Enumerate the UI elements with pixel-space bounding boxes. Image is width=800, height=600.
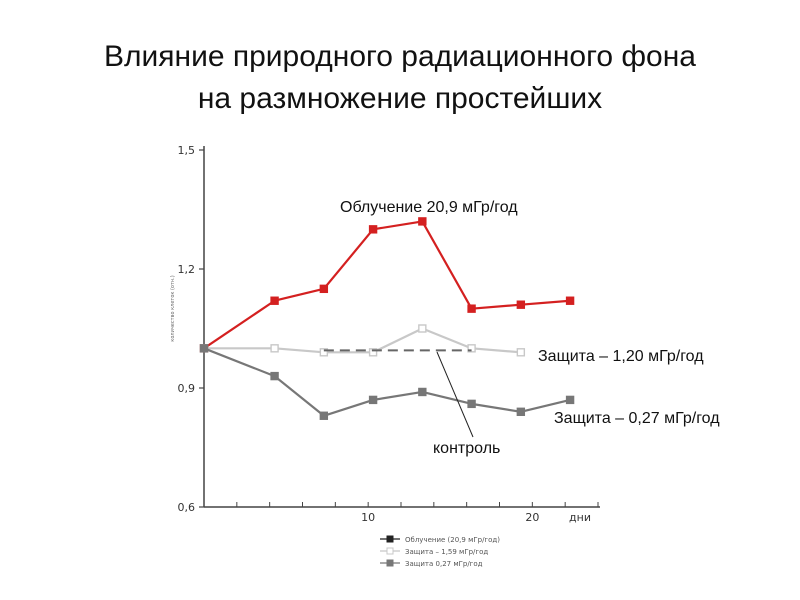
y-tick-label: 0,9 <box>178 382 196 395</box>
data-point <box>418 324 427 333</box>
y-tick-label: 1,5 <box>178 144 196 157</box>
data-point <box>270 296 279 305</box>
data-point <box>467 344 476 353</box>
legend-label: Защита 0,27 мГр/год <box>405 560 483 568</box>
data-point <box>516 348 526 357</box>
data-point <box>368 395 378 405</box>
chart-axes: 1,5 1,2 0,9 0,6 10 20 дни количество клеток (от… <box>170 144 600 524</box>
data-point <box>516 407 526 416</box>
data-point <box>319 348 329 357</box>
legend-label: Облучение (20,9 мГр/год) <box>405 536 500 544</box>
chart-annotations: Облучение 20,9 мГр/год Защита – 1,20 мГр/… <box>340 199 720 457</box>
annotation-pointer <box>436 351 474 438</box>
annotation-label: Защита – 0,27 мГр/год <box>554 410 720 427</box>
legend-swatch-marker <box>386 559 394 567</box>
chart-series <box>199 217 575 420</box>
slide-title-line-2: на размножение простейших <box>197 82 603 115</box>
data-point <box>368 348 378 357</box>
slide-title: Влияние природного радиационного фона на… <box>0 36 800 120</box>
x-unit-label: дни <box>569 511 591 524</box>
data-point <box>418 217 427 226</box>
data-point <box>418 387 427 397</box>
annotation-label: контроль <box>433 440 500 457</box>
chart-legend: Облучение (20,9 мГр/год) Защита – 1,59 мГ… <box>380 535 500 568</box>
legend-swatch-marker <box>386 547 394 555</box>
data-point <box>565 296 575 305</box>
y-axis-label: количество клеток (отн.) <box>170 275 176 341</box>
series-line-0 <box>203 220 571 350</box>
data-point <box>199 344 209 353</box>
x-tick-label: 10 <box>361 511 375 524</box>
x-tick-label: 20 <box>525 511 539 524</box>
y-tick-label: 0,6 <box>178 501 196 514</box>
annotation-label: Облучение 20,9 мГр/год <box>340 199 518 216</box>
data-point <box>319 284 329 294</box>
data-point <box>270 371 279 381</box>
legend-swatch-marker <box>386 535 394 543</box>
y-tick-label: 1,2 <box>178 263 196 276</box>
data-point <box>516 300 526 309</box>
data-point <box>467 304 476 313</box>
data-point <box>368 225 378 234</box>
annotation-label: Защита – 1,20 мГр/год <box>538 348 704 365</box>
data-point <box>565 395 575 405</box>
series-line-2 <box>203 347 571 417</box>
slide-title-line-1: Влияние природного радиационного фона <box>103 40 696 73</box>
data-point <box>467 399 476 409</box>
data-point <box>270 344 279 353</box>
legend-label: Защита – 1,59 мГр/год <box>405 548 488 556</box>
data-point <box>319 411 329 420</box>
